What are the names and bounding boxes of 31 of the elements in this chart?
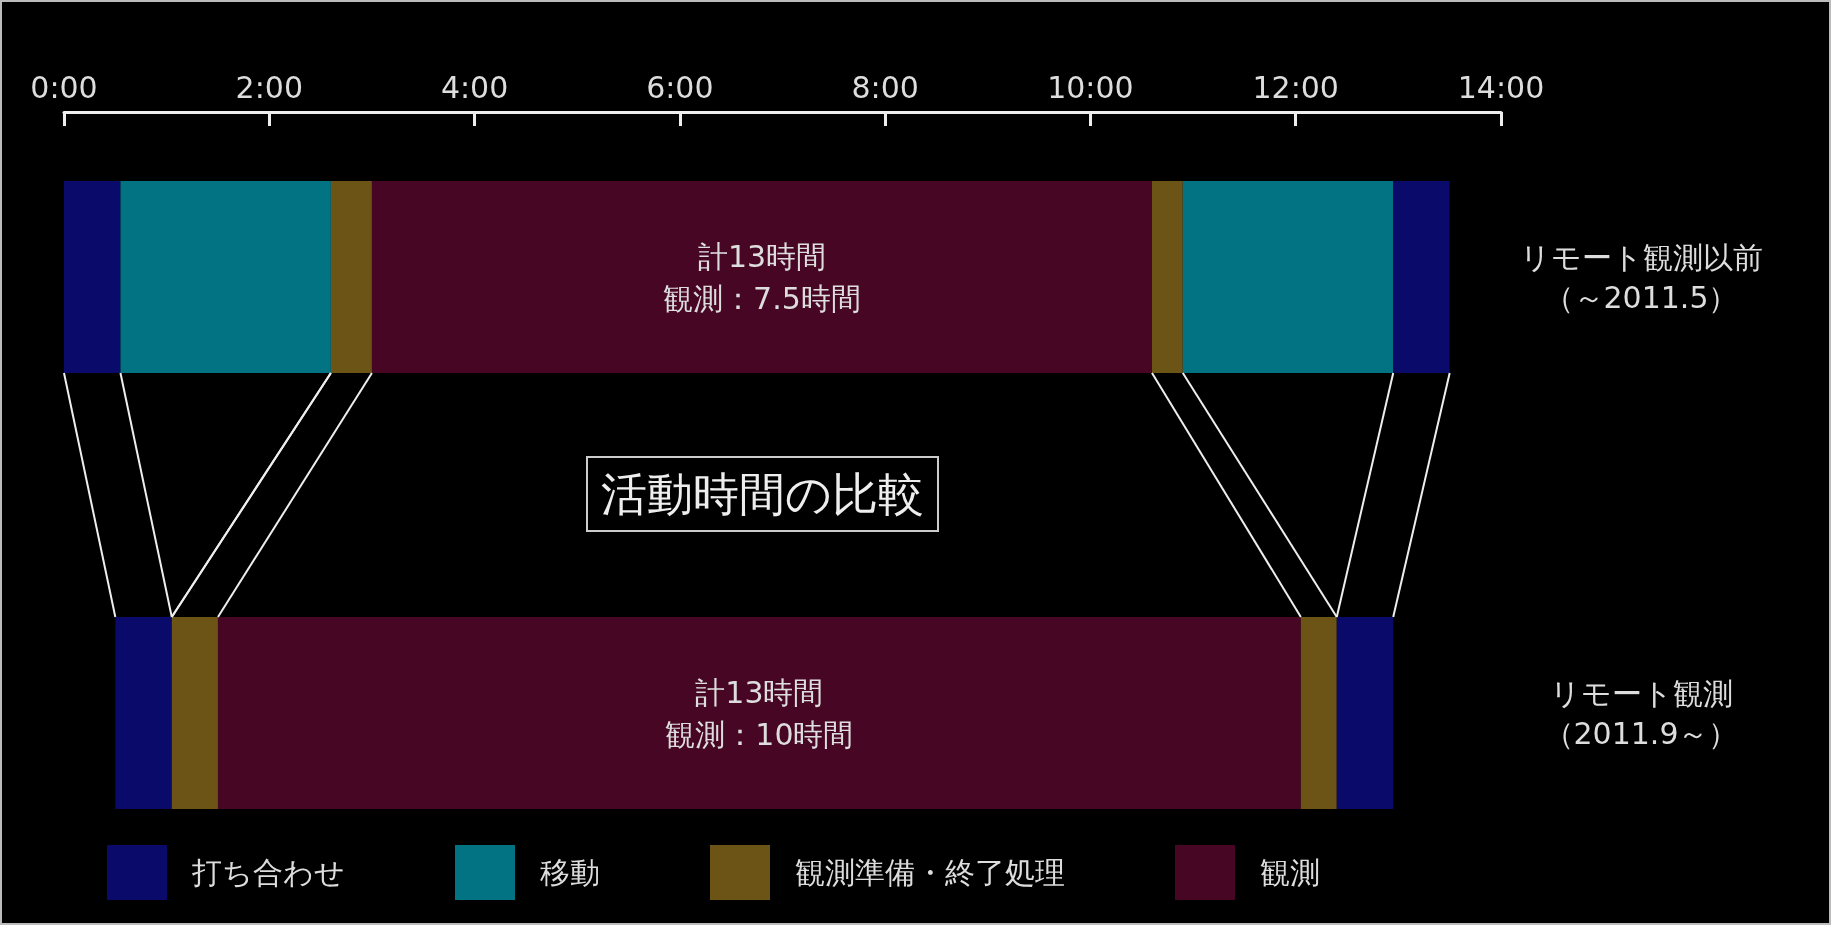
annotation: 観測：7.5時間 <box>663 280 861 316</box>
legend-label: 観測 <box>1260 855 1320 890</box>
annotation: 計13時間 <box>695 674 824 710</box>
x-tick-label: 6:00 <box>646 69 714 105</box>
bar <box>171 617 218 809</box>
bar <box>115 617 172 809</box>
x-tick-label: 10:00 <box>1047 69 1134 105</box>
y-tick-label: リモート観測（2011.9～） <box>1543 675 1739 751</box>
bar <box>120 181 331 373</box>
text: 活動時間の比較 <box>601 467 924 521</box>
bar <box>217 617 1301 809</box>
bar <box>1152 181 1183 373</box>
bar <box>1300 617 1337 809</box>
x-tick-label: 2:00 <box>235 69 303 105</box>
legend-label: 打ち合わせ <box>191 855 345 890</box>
annotation: 観測：10時間 <box>665 716 854 752</box>
bar <box>330 181 372 373</box>
annotation: 計13時間 <box>697 238 827 274</box>
x-tick-label: 12:00 <box>1252 69 1339 105</box>
bar <box>1336 617 1394 809</box>
legend-label: 観測準備・終了処理 <box>795 855 1065 890</box>
bar <box>371 181 1153 373</box>
x-tick-label: 8:00 <box>851 69 919 105</box>
bar <box>64 181 121 373</box>
x-tick-label: 14:00 <box>1457 69 1545 105</box>
x-tick-label: 4:00 <box>440 69 509 105</box>
bar <box>1182 181 1394 373</box>
legend-label: 移動 <box>540 855 600 890</box>
x-tick-label: 0:00 <box>30 69 98 105</box>
y-tick-label: リモート観測以前（～2011.5） <box>1519 239 1763 315</box>
bar <box>1393 181 1450 373</box>
